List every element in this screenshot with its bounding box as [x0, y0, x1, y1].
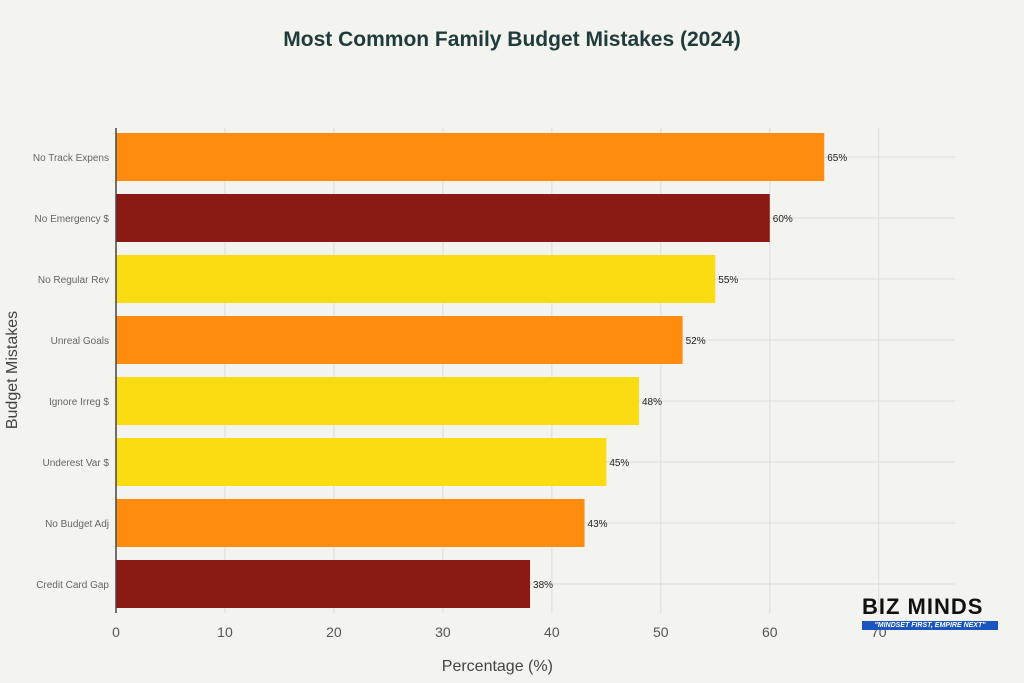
y-axis-label: Budget Mistakes	[4, 311, 21, 429]
x-axis-label: Percentage (%)	[442, 658, 553, 675]
x-tick-label: 20	[326, 624, 342, 640]
y-tick-label: Credit Card Gap	[36, 580, 109, 591]
y-tick-label: Unreal Goals	[51, 336, 109, 347]
x-tick-label: 40	[544, 624, 560, 640]
bar	[116, 316, 683, 364]
bar	[116, 377, 640, 425]
data-label: 43%	[588, 519, 608, 530]
x-tick-label: 30	[435, 624, 451, 640]
y-tick-label: No Regular Rev	[38, 275, 109, 286]
bar	[116, 133, 825, 181]
data-label: 60%	[773, 214, 793, 225]
data-label: 55%	[718, 275, 738, 286]
x-tick-label: 10	[217, 624, 233, 640]
y-tick-label: Underest Var $	[42, 458, 109, 469]
bizminds-logo: BIZ MINDS "MINDSET FIRST, EMPIRE NEXT"	[862, 596, 998, 630]
data-label: 48%	[642, 397, 662, 408]
bar	[116, 194, 770, 242]
x-tick-label: 60	[762, 624, 778, 640]
y-tick-label: No Track Expens	[33, 153, 109, 164]
bar	[116, 499, 585, 547]
x-tick-label: 50	[653, 624, 669, 640]
y-tick-label: No Emergency $	[35, 214, 110, 225]
bar	[116, 560, 531, 608]
x-tick-label: 0	[112, 624, 120, 640]
bar	[116, 438, 607, 486]
y-tick-label: No Budget Adj	[45, 519, 109, 530]
data-label: 52%	[686, 336, 706, 347]
logo-name: BIZ MINDS	[862, 594, 984, 619]
data-label: 65%	[827, 153, 847, 164]
y-tick-label: Ignore Irreg $	[49, 397, 109, 408]
logo-tagline: "MINDSET FIRST, EMPIRE NEXT"	[862, 621, 998, 630]
data-label: 38%	[533, 580, 553, 591]
chart-title: Most Common Family Budget Mistakes (2024…	[283, 28, 741, 51]
data-label: 45%	[609, 458, 629, 469]
bar	[116, 255, 716, 303]
